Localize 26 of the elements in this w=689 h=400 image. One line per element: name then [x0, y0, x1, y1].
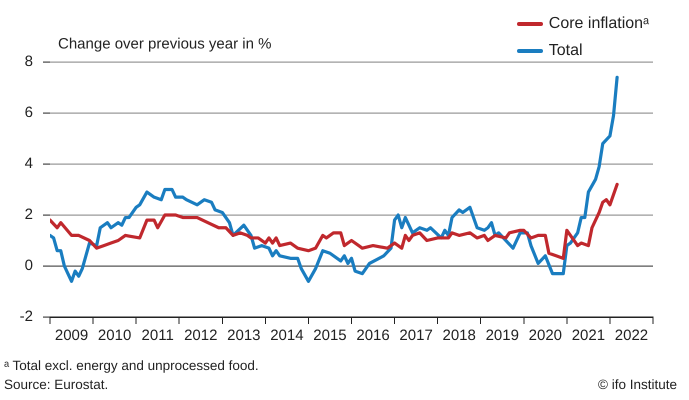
y-tick-label: 6: [24, 104, 33, 122]
x-tick-label: 2015: [313, 327, 347, 344]
legend-label: Total: [548, 41, 583, 61]
source-note: Source: Eurostat.: [4, 376, 110, 394]
x-tick-label: 2018: [442, 327, 476, 344]
x-tick-label: 2019: [486, 327, 519, 344]
y-tick-label: 4: [24, 155, 33, 172]
text: ᵃ Total excl. energy and unprocessed food.: [4, 357, 259, 375]
x-tick-label: 2014: [270, 327, 304, 344]
x-tick-label: 2020: [528, 327, 562, 344]
x-tick-label: 2011: [142, 327, 174, 344]
x-tick-label: 2009: [54, 327, 88, 344]
text: © ifo Institute: [598, 376, 677, 394]
x-tick-label: 2022: [614, 327, 648, 344]
y-tick-label: -2: [20, 308, 33, 326]
x-tick-label: 2017: [399, 327, 433, 344]
x-tick-label: 2010: [98, 327, 132, 344]
y-tick-label: 0: [24, 257, 33, 274]
y-axis-title: Change over previous year in %: [58, 36, 272, 53]
y-tick-label: 8: [24, 53, 33, 70]
x-tick-label: 2013: [227, 327, 261, 344]
y-tick-label: 2: [24, 206, 33, 224]
legend-label: Core inflationᵃ: [548, 14, 649, 34]
x-tick-label: 2012: [184, 327, 218, 344]
x-tick-label: 2016: [356, 327, 390, 344]
x-tick-label: 2021: [572, 327, 606, 344]
